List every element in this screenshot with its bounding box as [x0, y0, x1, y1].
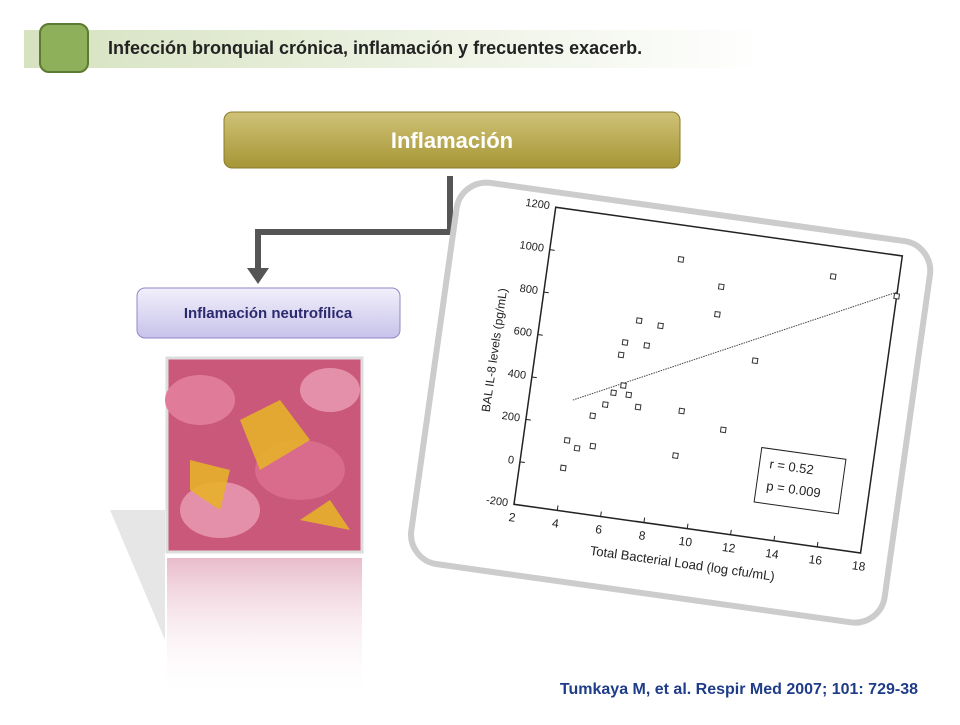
point	[620, 382, 627, 389]
point	[677, 256, 685, 263]
x-tick-label: 14	[764, 546, 779, 562]
x-tick-label: 10	[678, 534, 693, 550]
point	[657, 322, 664, 330]
y-tick	[549, 249, 555, 251]
y-tick	[537, 334, 543, 336]
y-tick	[543, 291, 549, 294]
x-tick	[686, 523, 689, 529]
inflammation-box	[223, 111, 681, 169]
x-tick-label: 4	[551, 516, 560, 531]
x-tick-label: 12	[721, 540, 736, 556]
point	[573, 444, 581, 452]
chart-panel	[408, 179, 934, 626]
header-bar	[24, 30, 764, 68]
y-tick-label: 1000	[519, 239, 545, 254]
y-tick	[555, 206, 561, 209]
y-tick	[519, 461, 525, 464]
x-tick-label: 6	[594, 522, 603, 537]
y-tick	[513, 503, 519, 506]
arrow-head	[247, 268, 269, 284]
stats-text: r = 0.52	[769, 456, 815, 477]
point	[751, 357, 759, 365]
citation: Tumkaya M, et al. Respir Med 2007; 101: …	[560, 681, 918, 698]
x-tick-label: 8	[638, 528, 647, 543]
header-title: Infección bronquial crónica, inflamación…	[108, 38, 642, 58]
y-tick	[525, 418, 531, 421]
point	[589, 412, 597, 420]
neutrophil-box	[136, 287, 401, 339]
x-tick	[643, 517, 646, 523]
x-tick	[773, 535, 776, 541]
x-tick	[860, 547, 862, 554]
y-tick	[531, 376, 537, 379]
point	[625, 391, 633, 399]
micrograph	[165, 356, 364, 698]
point	[635, 317, 643, 325]
x-tick	[730, 529, 732, 535]
y-tick-label: 600	[513, 325, 533, 339]
point	[713, 310, 721, 318]
point	[893, 292, 901, 300]
y-tick-label: -200	[485, 494, 508, 509]
x-tick	[556, 505, 559, 511]
point	[717, 283, 725, 291]
point	[829, 273, 837, 280]
point	[601, 401, 609, 408]
point	[672, 452, 679, 459]
point	[643, 342, 651, 349]
inflammation-label: Inflamación	[391, 128, 513, 153]
point	[617, 351, 625, 359]
y-tick-label: 400	[507, 368, 527, 382]
point	[559, 464, 567, 472]
stats-box	[753, 446, 847, 515]
x-tick-label: 2	[508, 510, 517, 525]
point	[621, 339, 629, 346]
point	[563, 436, 571, 444]
x-tick	[513, 499, 516, 505]
point	[610, 389, 617, 397]
point	[634, 403, 642, 411]
y-tick-label: 200	[501, 410, 521, 424]
y-tick-label: 800	[519, 283, 539, 297]
y-tick-label: 0	[507, 454, 515, 467]
stats-text: p = 0.009	[765, 478, 821, 500]
point	[589, 442, 597, 450]
neutrophil-label: Inflamación neutrofílica	[184, 305, 353, 322]
connector	[255, 176, 453, 270]
point	[719, 426, 727, 434]
x-tick-label: 16	[808, 552, 823, 568]
x-tick	[600, 511, 602, 517]
header-icon	[39, 23, 89, 73]
x-tick	[816, 541, 819, 547]
y-tick-label: 1200	[525, 197, 551, 212]
point	[678, 407, 686, 415]
shadow	[110, 510, 165, 640]
fit-line	[572, 291, 898, 401]
x-tick-label: 18	[851, 558, 866, 574]
